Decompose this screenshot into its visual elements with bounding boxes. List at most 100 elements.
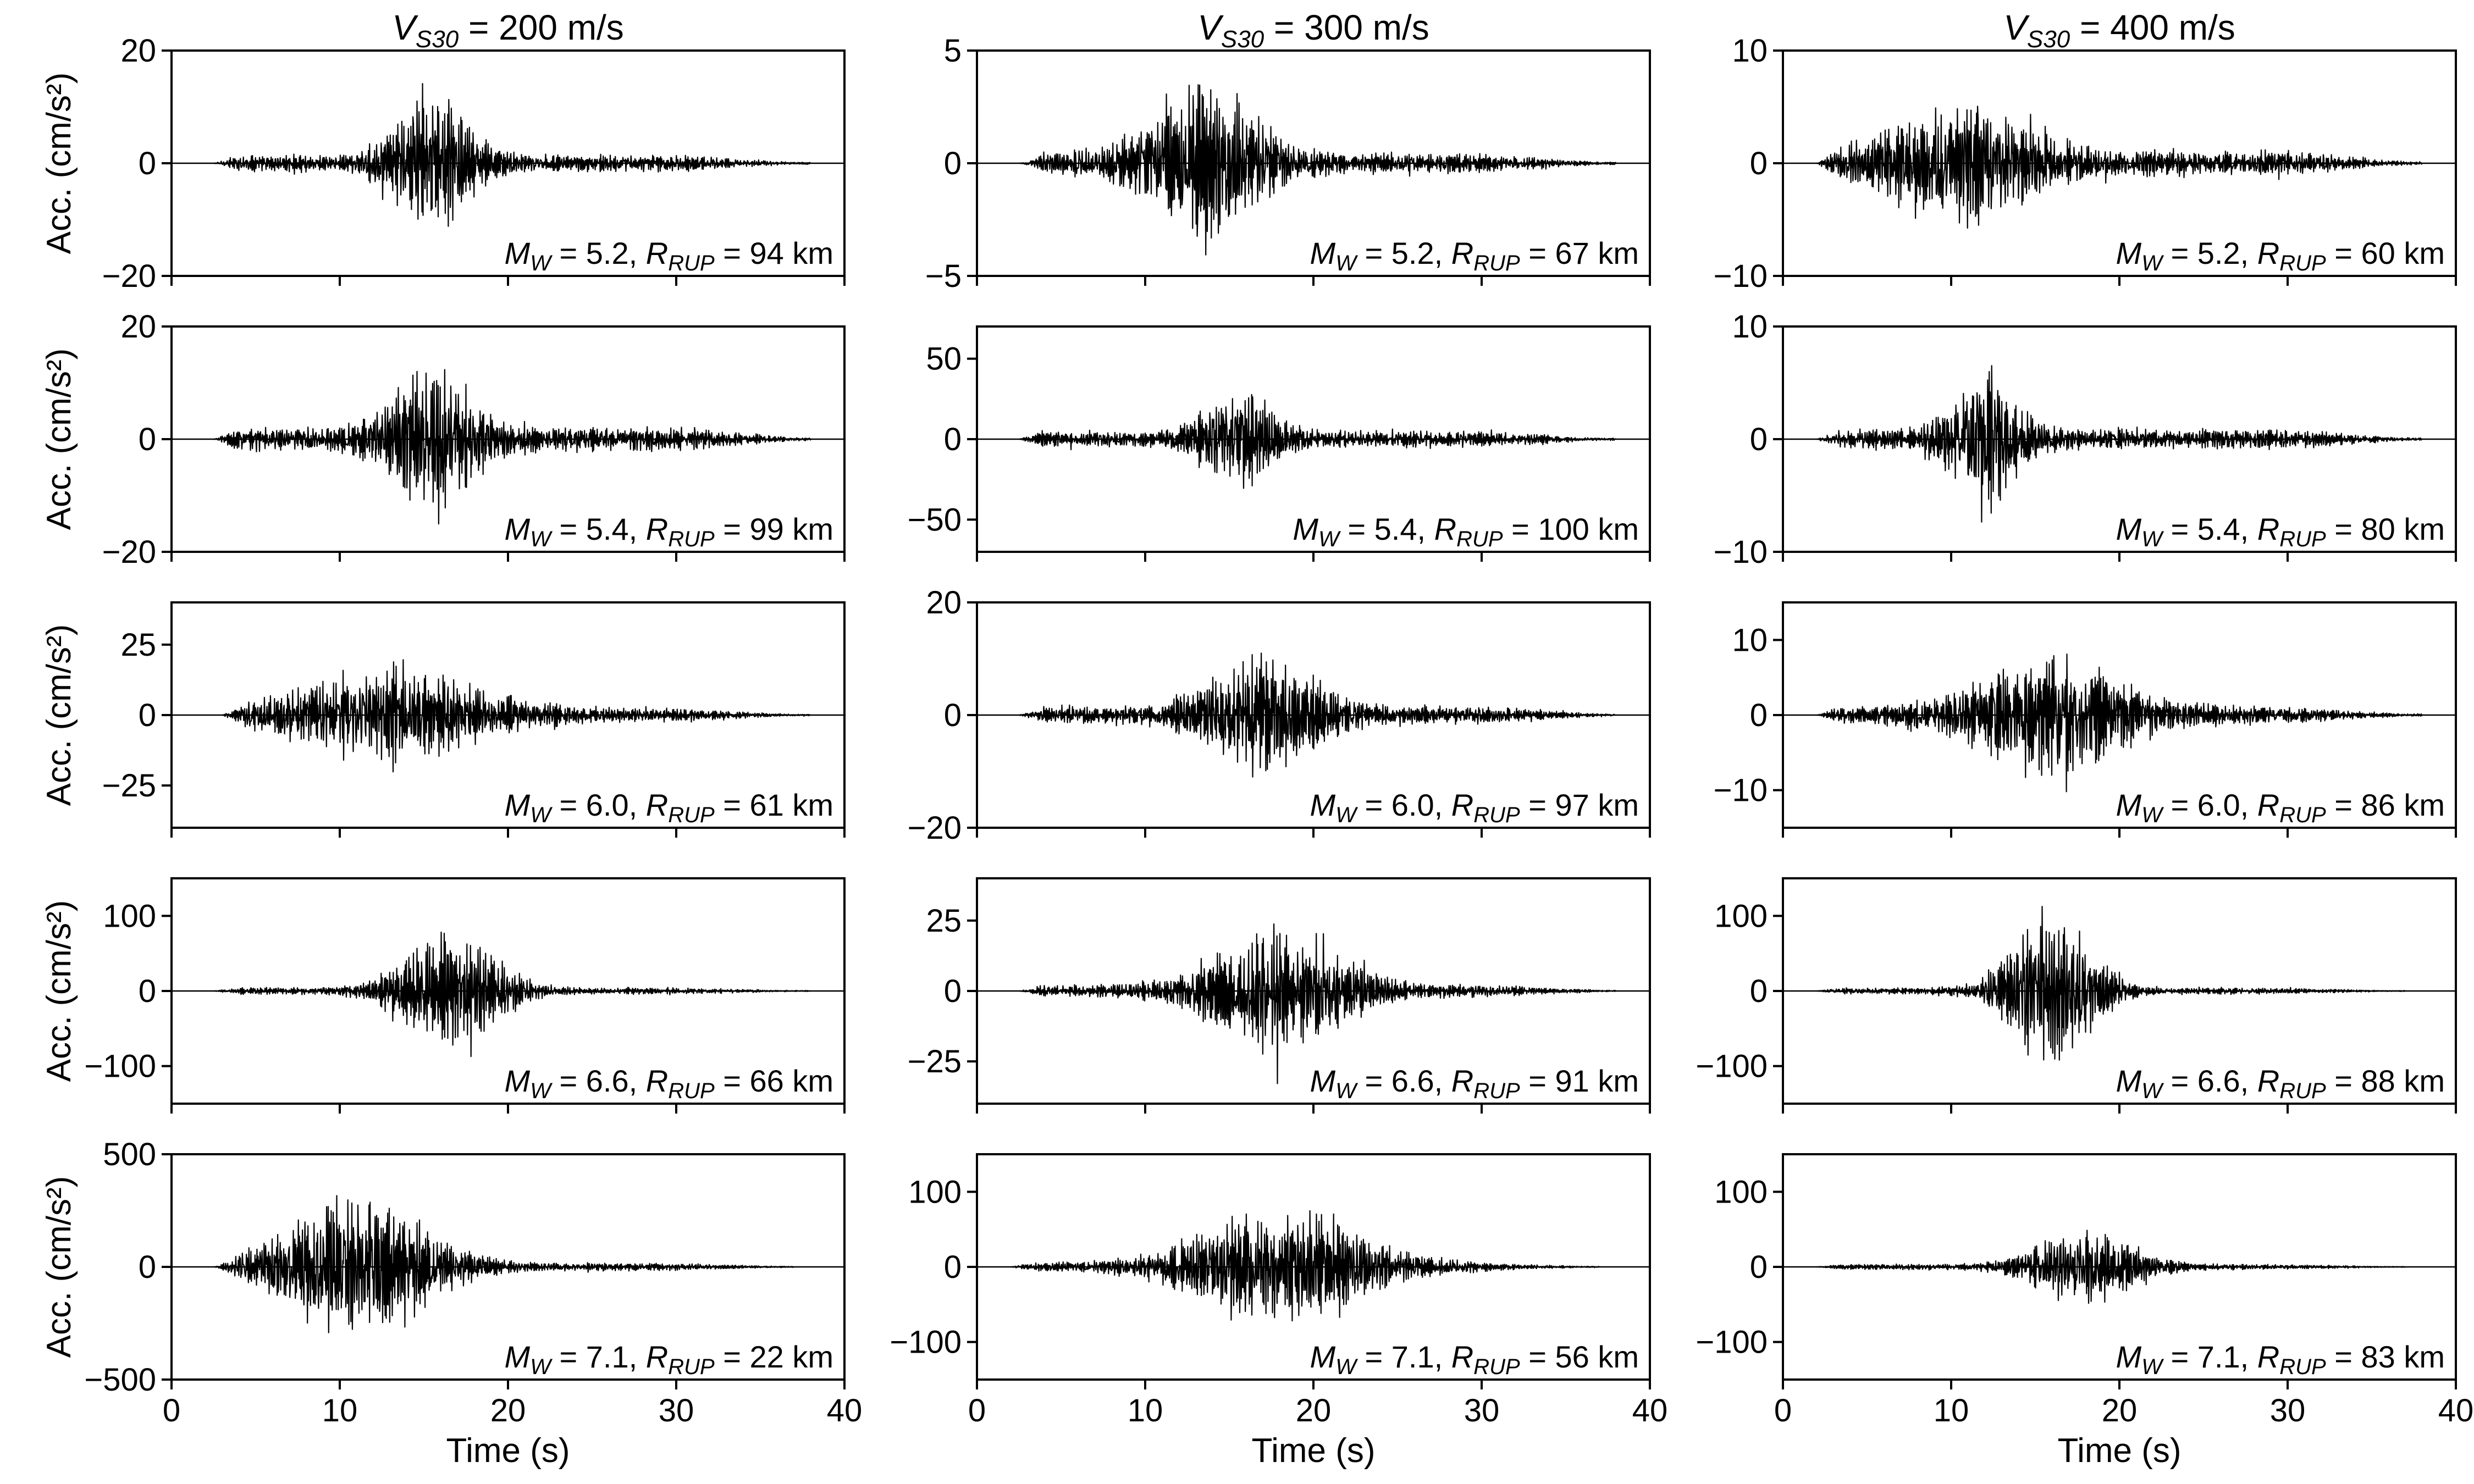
y-tick-label: 20 [120, 33, 156, 69]
panel-r2-c1: −20 0 20 MW = 6.0, RRUP = 97 km [908, 585, 1651, 846]
y-tick-label: −20 [102, 534, 156, 570]
y-tick-label: 20 [120, 309, 156, 345]
y-tick-label: 5 [944, 33, 962, 69]
y-tick-label: −10 [1714, 534, 1768, 570]
panel-annotation: MW = 6.0, RRUP = 86 km [2116, 788, 2445, 827]
acceleration-trace [1816, 906, 2406, 1061]
x-tick-label: 20 [490, 1393, 526, 1428]
y-tick-label: −500 [84, 1362, 156, 1398]
y-axis-label: Acc. (cm/s²) [40, 624, 78, 806]
panel-annotation: MW = 5.4, RRUP = 99 km [505, 512, 833, 551]
y-tick-label: 0 [139, 1249, 156, 1285]
x-tick-label: 20 [2102, 1393, 2138, 1428]
x-tick-label: 20 [1296, 1393, 1332, 1428]
y-axis-label: Acc. (cm/s²) [40, 73, 78, 254]
acceleration-trace [213, 1195, 794, 1333]
x-tick-label: 0 [163, 1393, 180, 1428]
panel-r2-c0: −25 0 25 MW = 6.0, RRUP = 61 km Acc. (cm/s²) [40, 601, 846, 838]
acceleration-trace [1816, 1230, 2405, 1304]
panel-r0-c2: −10 0 10 MW = 5.2, RRUP = 60 km [1714, 33, 2457, 294]
y-tick-label: 100 [103, 898, 156, 934]
x-tick-label: 40 [2438, 1393, 2474, 1428]
y-tick-label: 0 [1750, 422, 1768, 457]
y-tick-label: 0 [944, 697, 962, 733]
y-tick-label: 0 [1750, 697, 1768, 733]
acceleration-trace [1019, 84, 1617, 256]
panel-annotation: MW = 5.2, RRUP = 67 km [1310, 236, 1639, 275]
y-tick-label: 0 [139, 146, 156, 181]
panel-annotation: MW = 7.1, RRUP = 22 km [505, 1339, 833, 1379]
y-tick-label: −100 [1696, 1325, 1768, 1360]
x-tick-label: 30 [1464, 1393, 1500, 1428]
y-tick-label: 100 [1714, 1174, 1768, 1210]
acceleration-trace [213, 931, 811, 1057]
y-tick-label: −10 [1714, 773, 1768, 809]
panel-r0-c1: −5 0 5 MW = 5.2, RRUP = 67 km [925, 33, 1651, 294]
panel-annotation: MW = 6.6, RRUP = 66 km [505, 1064, 833, 1103]
acceleration-trace [1019, 652, 1616, 778]
y-tick-label: 0 [944, 422, 962, 457]
acceleration-trace [1816, 365, 2422, 523]
panel-annotation: MW = 6.0, RRUP = 97 km [1310, 788, 1639, 827]
panel-r2-c2: −10 0 10 MW = 6.0, RRUP = 86 km [1714, 601, 2457, 838]
acceleration-trace [1816, 106, 2422, 229]
y-tick-label: 20 [926, 585, 962, 621]
acceleration-trace [222, 659, 811, 773]
panel-r3-c2: −100 0 100 MW = 6.6, RRUP = 88 km [1696, 877, 2457, 1114]
x-tick-label: 30 [659, 1393, 694, 1428]
y-tick-label: −20 [908, 810, 962, 846]
x-tick-label: 10 [1934, 1393, 1969, 1428]
panel-r1-c0: −20 0 20 MW = 5.4, RRUP = 99 km Acc. (cm/s²) [40, 309, 846, 570]
column-title-2: VS30 = 400 m/s [2003, 8, 2235, 53]
y-tick-label: 25 [120, 627, 156, 663]
y-tick-label: −20 [102, 258, 156, 294]
panel-annotation: MW = 7.1, RRUP = 83 km [2116, 1339, 2445, 1379]
panel-annotation: MW = 5.2, RRUP = 94 km [505, 236, 833, 275]
panel-annotation: MW = 6.6, RRUP = 88 km [2116, 1064, 2445, 1103]
y-tick-label: 0 [1750, 973, 1768, 1009]
y-tick-label: 0 [1750, 146, 1768, 181]
y-axis-label: Acc. (cm/s²) [40, 348, 78, 530]
y-tick-label: 10 [1732, 622, 1768, 658]
y-tick-label: −50 [908, 502, 962, 538]
y-tick-label: −100 [84, 1049, 156, 1084]
panel-r3-c1: −25 0 25 MW = 6.6, RRUP = 91 km [908, 877, 1651, 1114]
y-tick-label: 50 [926, 341, 962, 377]
acceleration-trace [213, 369, 811, 525]
x-tick-label: 10 [1128, 1393, 1163, 1428]
y-tick-label: 0 [944, 1249, 962, 1285]
acceleration-trace [1019, 394, 1617, 489]
y-tick-label: −25 [908, 1044, 962, 1079]
y-tick-label: 0 [944, 973, 962, 1009]
y-tick-label: 10 [1732, 309, 1768, 345]
y-tick-label: 25 [926, 903, 962, 939]
y-tick-label: 0 [139, 697, 156, 733]
y-tick-label: −5 [925, 258, 962, 294]
panel-r0-c0: −20 0 20 MW = 5.2, RRUP = 94 km Acc. (cm/s²) [40, 33, 846, 294]
panel-annotation: MW = 6.0, RRUP = 61 km [505, 788, 833, 827]
panel-annotation: MW = 5.4, RRUP = 100 km [1293, 512, 1639, 551]
x-tick-label: 40 [827, 1393, 863, 1428]
panel-annotation: MW = 5.4, RRUP = 80 km [2116, 512, 2445, 551]
acceleration-trace [1019, 923, 1617, 1084]
y-tick-label: 100 [1714, 898, 1768, 934]
y-tick-label: −25 [102, 768, 156, 804]
panel-annotation: MW = 5.2, RRUP = 60 km [2116, 236, 2445, 275]
panel-r1-c2: −10 0 10 MW = 5.4, RRUP = 80 km [1714, 309, 2457, 570]
acceleration-trace [213, 83, 811, 227]
column-title-0: VS30 = 200 m/s [392, 8, 624, 53]
panel-annotation: MW = 7.1, RRUP = 56 km [1310, 1339, 1639, 1379]
y-tick-label: 0 [944, 146, 962, 181]
x-axis-label: Time (s) [2058, 1432, 2182, 1470]
y-tick-label: −100 [1696, 1049, 1768, 1084]
y-tick-label: 10 [1732, 33, 1768, 69]
y-tick-label: 0 [139, 973, 156, 1009]
column-title-1: VS30 = 300 m/s [1197, 8, 1429, 53]
panel-r3-c0: −100 0 100 MW = 6.6, RRUP = 66 km Acc. (cm/s… [40, 877, 846, 1114]
y-tick-label: 100 [908, 1174, 962, 1210]
x-axis-label: Time (s) [446, 1432, 570, 1470]
